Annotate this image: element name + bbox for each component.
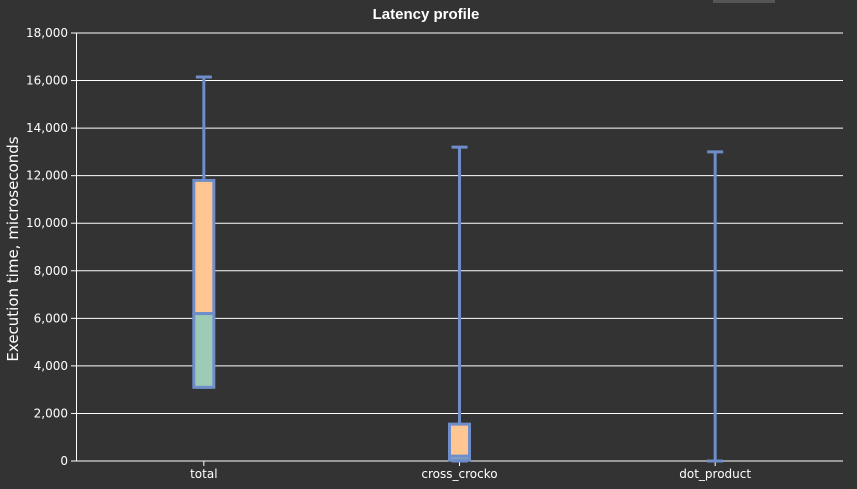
box-lower-total — [192, 312, 216, 389]
chart-title: Latency profile — [373, 6, 480, 23]
y-tick-label-3: 6,000 — [34, 311, 68, 325]
x-tick-label-0: total — [190, 467, 217, 481]
y-tick-label-0: 0 — [60, 454, 68, 468]
y-tick-label-1: 2,000 — [34, 406, 68, 420]
x-tick-label-2: dot_product — [679, 467, 751, 481]
y-tick-label-5: 10,000 — [26, 216, 68, 230]
y-tick-labels: 0 2,000 4,000 6,000 8,000 10,000 12,000 14,000 1… — [26, 26, 68, 468]
y-axis-label: Execution time, microseconds — [4, 136, 22, 361]
box-layer — [192, 75, 724, 463]
box-dot_product — [707, 150, 724, 463]
box-upper-cross_crocko — [448, 422, 471, 458]
box-total — [192, 75, 216, 389]
box-lower-cross_crocko — [448, 454, 471, 462]
x-tick-label-1: cross_crocko — [421, 467, 497, 481]
y-tick-label-9: 18,000 — [26, 26, 68, 40]
box-cross_crocko — [448, 145, 471, 463]
x-tick-labels: total cross_crocko dot_product — [190, 461, 751, 481]
grid-layer — [71, 32, 843, 462]
top-tab-indicator — [713, 0, 775, 3]
y-tick-label-8: 16,000 — [26, 74, 68, 88]
y-tick-label-4: 8,000 — [34, 264, 68, 278]
y-tick-label-2: 4,000 — [34, 359, 68, 373]
box-upper-total — [192, 178, 216, 316]
y-tick-label-7: 14,000 — [26, 121, 68, 135]
y-tick-label-6: 12,000 — [26, 169, 68, 183]
